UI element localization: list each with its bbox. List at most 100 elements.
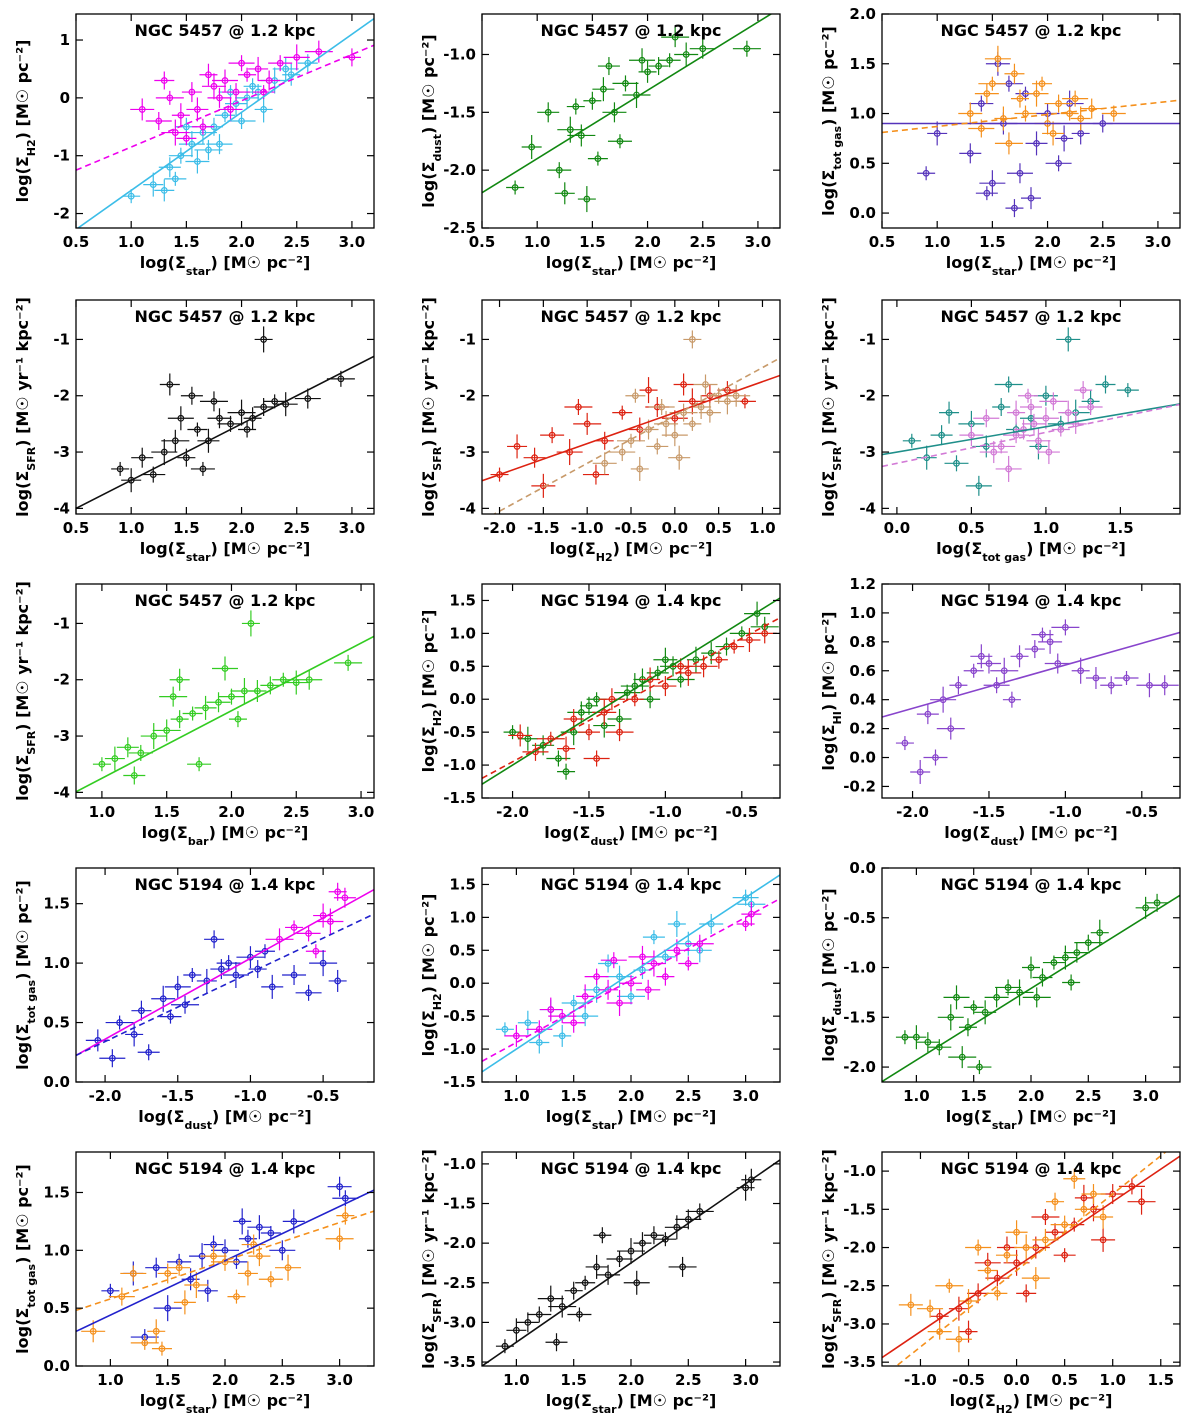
data-point [673,920,681,928]
x-tick-label: 2.5 [675,1087,702,1105]
y-tick-label: 0.0 [849,859,876,877]
data-point [127,192,135,200]
data-point [1027,403,1035,411]
data-point [1161,681,1169,689]
x-axis-label: log(ΣH2) [M☉ pc⁻²] [550,539,713,564]
y-tick-label: -1.5 [843,1008,876,1026]
data-point [267,1229,275,1237]
data-point [671,414,679,422]
data-point [1033,139,1040,147]
data-point [182,123,190,131]
panel-title: NGC 5194 @ 1.4 kpc [941,591,1122,610]
data-point [254,65,262,73]
data-point [1067,979,1075,986]
panel-2: 0.5 1.0 1.5 2.0 2.5 3.0 -2.5 -2.0 -1.5 -1.0 NGC 54… [419,13,781,278]
data-point [290,924,298,931]
y-axis-label: log(ΣSFR) [M☉ yr⁻¹ kpc⁻²] [819,1149,844,1369]
data-point [1016,652,1023,660]
y-tick-label: 1.5 [849,55,876,73]
data-point [1102,381,1109,388]
data-point [1008,696,1016,704]
data-point [175,1264,183,1272]
data-point [1005,465,1013,473]
data-point [977,652,985,660]
data-point [633,1279,641,1287]
data-point [555,166,563,174]
data-point [570,999,578,1007]
data-point [1109,1190,1117,1198]
x-tick-label: -0.5 [615,519,648,537]
panel-9: -2.0 -1.5 -1.0 -0.5 -0.2 0.0 0.2 0.4 0.6 0.8 1.0 1.… [819,575,1181,848]
data-point [1077,115,1085,122]
plot-area [882,327,1180,496]
data-point [260,106,268,113]
data-point [205,146,212,154]
data-point [627,993,635,1000]
data-point [715,656,723,664]
data-point [1035,437,1042,445]
data-point [653,443,661,450]
data-point [1057,426,1065,433]
x-tick-label: 2.5 [283,233,310,251]
data-point [1055,100,1062,107]
y-tick-label: -1.5 [443,103,476,121]
x-tick-label: 2.5 [1089,233,1116,251]
data-point [570,1287,578,1295]
x-tick-label: -1.5 [161,1087,194,1105]
y-axis-label: log(Σtot gas) [M☉ pc⁻²] [13,1164,38,1354]
data-point [266,681,274,689]
data-point [583,420,591,428]
x-tick-label: 1.5 [579,233,606,251]
data-point [562,768,570,776]
panel-14: 1.0 1.5 2.0 2.5 3.0 -3.5 -3.0 -2.5 -2.0 -1.5 -1.0 N… [419,1149,781,1416]
data-point [975,482,983,490]
fit-line-lime [76,635,374,793]
data-point [1030,420,1038,428]
panel-title: NGC 5194 @ 1.4 kpc [541,1159,722,1178]
panel-13: 1.0 1.5 2.0 2.5 3.0 0.0 0.5 1.0 1.5 NGC 5194 @ 1.… [13,1151,375,1416]
data-point [732,392,740,400]
x-tick-label: 2.0 [228,233,255,251]
data-point [512,1032,520,1040]
fit-line-red [882,1155,1180,1359]
x-tick-label: -1.0 [571,519,604,537]
data-point [336,1235,344,1243]
x-tick-label: 3.0 [326,1371,353,1389]
data-point [965,1328,972,1336]
y-tick-label: 1 [60,31,70,49]
data-point [127,476,135,484]
data-point [116,1019,124,1026]
data-point [977,100,985,107]
data-point [924,710,932,718]
data-point [160,77,168,84]
data-point [293,53,301,61]
plot-area [882,1152,1180,1366]
x-tick-label: 0.0 [662,519,689,537]
y-axis-label: log(ΣH2) [M☉ pc⁻²] [419,610,444,773]
data-point [244,1270,252,1277]
x-tick-label: 3.0 [339,519,366,537]
data-point [631,392,639,400]
data-point [149,181,157,189]
y-tick-label: -2 [53,205,70,223]
x-tick-label: 0.5 [958,519,985,537]
plot-area [882,45,1180,218]
data-point [601,459,609,467]
data-point [1107,681,1115,689]
x-tick-label: -0.5 [725,803,758,821]
data-point [593,973,601,981]
x-tick-label: -1.5 [973,803,1006,821]
y-tick-label: 1.0 [849,105,876,123]
data-point [627,979,635,987]
data-point [1077,130,1085,137]
series-green [506,27,761,213]
data-point [688,397,696,405]
data-point [600,709,608,716]
data-point [89,1327,97,1335]
data-point [137,749,145,757]
panel-title: NGC 5457 @ 1.2 kpc [941,21,1122,40]
data-point [1011,204,1018,212]
x-tick-label: 0.5 [1051,1371,1078,1389]
data-point [205,437,212,445]
x-tick-label: -2.0 [896,803,929,821]
